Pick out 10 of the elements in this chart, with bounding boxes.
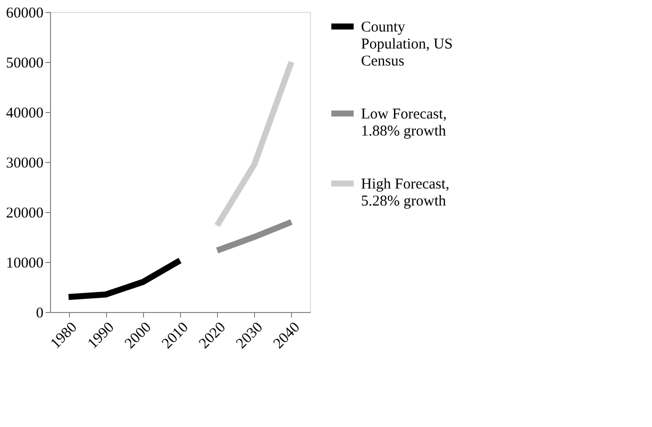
legend-label: Low Forecast, 1.88% growth bbox=[361, 106, 447, 140]
y-tick-label: 30000 bbox=[6, 156, 44, 172]
y-tick-label: 10000 bbox=[6, 256, 44, 272]
y-tick-label: 20000 bbox=[6, 206, 44, 222]
y-tick-label: 60000 bbox=[6, 6, 44, 22]
legend-label: County Population, US Census bbox=[361, 20, 453, 70]
y-tick-label: 50000 bbox=[6, 56, 44, 72]
y-tick-label: 40000 bbox=[6, 106, 44, 122]
legend-label: High Forecast, 5.28% growth bbox=[361, 176, 450, 210]
y-tick-label: 0 bbox=[36, 306, 44, 322]
